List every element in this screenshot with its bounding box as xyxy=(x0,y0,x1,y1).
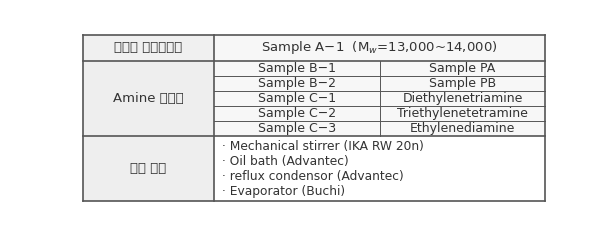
Text: Sample C−3: Sample C−3 xyxy=(258,122,337,135)
Text: Sample PA: Sample PA xyxy=(430,62,496,75)
Text: Sample C−2: Sample C−2 xyxy=(258,107,337,120)
Text: · Evaporator (Buchi): · Evaporator (Buchi) xyxy=(222,185,345,198)
Text: Sample C−1: Sample C−1 xyxy=(258,92,337,105)
Text: Sample A−1  (M$_w$=13,000~14,000): Sample A−1 (M$_w$=13,000~14,000) xyxy=(261,39,498,56)
Text: Ethylenediamine: Ethylenediamine xyxy=(410,122,515,135)
Text: Sample B−2: Sample B−2 xyxy=(258,77,337,90)
FancyBboxPatch shape xyxy=(214,35,545,61)
Text: Triethylenetetramine: Triethylenetetramine xyxy=(397,107,528,120)
FancyBboxPatch shape xyxy=(83,136,214,201)
FancyBboxPatch shape xyxy=(214,136,545,201)
Text: Sample B−1: Sample B−1 xyxy=(258,62,337,75)
Text: · reflux condensor (Advantec): · reflux condensor (Advantec) xyxy=(222,170,404,183)
FancyBboxPatch shape xyxy=(83,35,214,61)
FancyBboxPatch shape xyxy=(214,61,545,136)
Text: Diethylenetriamine: Diethylenetriamine xyxy=(402,92,523,105)
Text: 실험 기기: 실험 기기 xyxy=(130,162,166,175)
Text: Sample PB: Sample PB xyxy=(429,77,496,90)
Text: Amine 화합물: Amine 화합물 xyxy=(113,92,184,105)
Text: · Oil bath (Advantec): · Oil bath (Advantec) xyxy=(222,155,349,168)
Text: · Mechanical stirrer (IKA RW 20n): · Mechanical stirrer (IKA RW 20n) xyxy=(222,140,424,152)
FancyBboxPatch shape xyxy=(83,61,214,136)
Text: 단백질 가수분해물: 단백질 가수분해물 xyxy=(114,41,183,54)
